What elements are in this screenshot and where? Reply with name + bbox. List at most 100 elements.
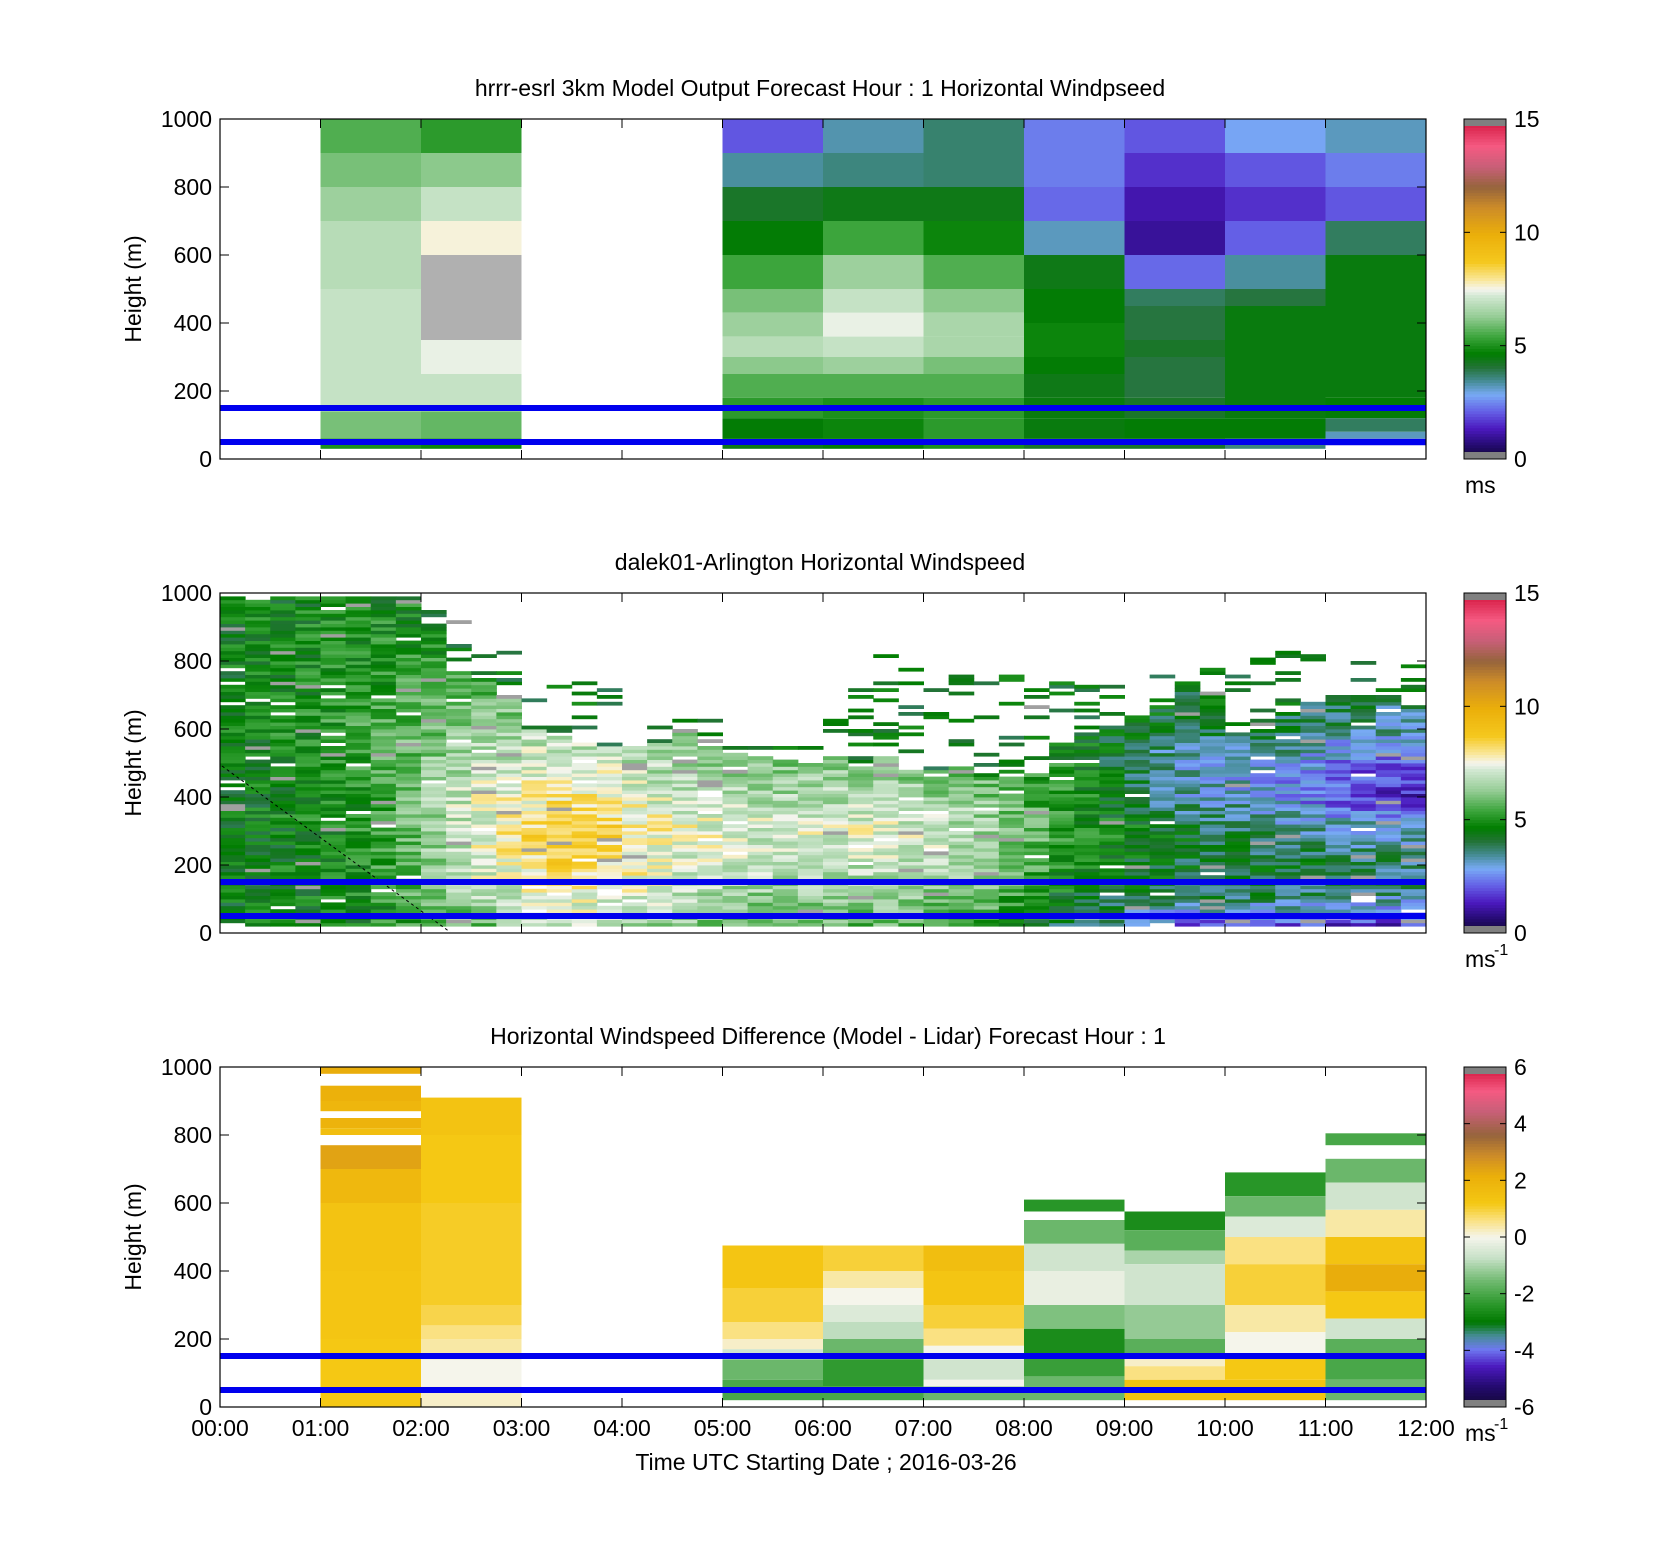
heatmap-cell xyxy=(320,848,347,852)
heatmap-cell xyxy=(320,820,347,825)
heatmap-cell xyxy=(1149,786,1176,791)
heatmap-cell xyxy=(998,854,1025,859)
heatmap-cell xyxy=(873,688,899,692)
heatmap-cell xyxy=(270,647,296,652)
heatmap-cell xyxy=(471,752,497,757)
heatmap-cell xyxy=(848,922,874,927)
heatmap-cell xyxy=(873,654,899,658)
heatmap-cell xyxy=(998,817,1025,822)
heatmap-cell xyxy=(923,1271,1024,1305)
y-tick-label: 0 xyxy=(199,920,212,946)
heatmap-cell xyxy=(1024,790,1050,794)
heatmap-cell xyxy=(1250,766,1276,771)
heatmap-cell xyxy=(1199,875,1226,879)
heatmap-cell xyxy=(1300,875,1326,879)
heatmap-cell xyxy=(998,922,1025,927)
heatmap-cell xyxy=(622,807,648,811)
heatmap-cell xyxy=(345,715,372,720)
heatmap-cell xyxy=(1199,807,1226,811)
heatmap-cell xyxy=(722,885,749,890)
heatmap-cell xyxy=(446,885,472,890)
heatmap-cell xyxy=(1350,868,1377,873)
heatmap-cell xyxy=(1325,742,1352,747)
colorbar-cap xyxy=(1464,119,1506,126)
heatmap-cell xyxy=(370,817,397,822)
heatmap-cell xyxy=(421,718,447,723)
heatmap-cell xyxy=(320,678,347,682)
heatmap-cell xyxy=(898,919,924,924)
heatmap-cell xyxy=(596,695,623,699)
heatmap-cell xyxy=(1149,698,1176,703)
heatmap-cell xyxy=(898,667,924,672)
heatmap-cell xyxy=(421,790,447,794)
heatmap-cell xyxy=(345,797,372,801)
heatmap-cell xyxy=(1024,844,1050,849)
heatmap-cell xyxy=(1149,705,1176,709)
heatmap-cell xyxy=(1024,814,1050,818)
heatmap-cell xyxy=(421,661,447,665)
heatmap-cell xyxy=(1250,800,1276,805)
heatmap-cell xyxy=(672,824,698,828)
colorbar-swatch xyxy=(1464,729,1506,733)
heatmap-cell xyxy=(1400,834,1427,839)
heatmap-cell xyxy=(823,827,849,832)
heatmap-cell xyxy=(496,698,522,703)
heatmap-cell xyxy=(1049,800,1075,805)
heatmap-cell xyxy=(345,654,372,658)
heatmap-cell xyxy=(948,766,975,771)
colorbar-swatch xyxy=(1464,1086,1506,1091)
heatmap-cell xyxy=(973,786,1000,791)
heatmap-cell xyxy=(270,623,296,628)
heatmap-cell xyxy=(421,623,447,628)
heatmap-cell xyxy=(898,776,924,781)
heatmap-cell xyxy=(1024,323,1125,357)
colorbar-swatch xyxy=(1464,890,1506,894)
heatmap-cell xyxy=(395,725,422,730)
heatmap-cell xyxy=(898,800,924,805)
heatmap-cell xyxy=(1074,715,1100,720)
heatmap-cell xyxy=(446,769,472,774)
colorbar-swatch xyxy=(1464,641,1506,645)
heatmap-cell xyxy=(697,909,723,913)
heatmap-cell xyxy=(1174,759,1201,764)
heatmap-cell xyxy=(1350,885,1377,890)
heatmap-cell xyxy=(370,803,397,808)
heatmap-cell xyxy=(622,875,648,879)
heatmap-cell xyxy=(923,797,950,801)
heatmap-cell xyxy=(421,340,522,374)
heatmap-cell xyxy=(647,824,673,828)
heatmap-cell xyxy=(471,854,497,859)
heatmap-cell xyxy=(496,769,522,774)
heatmap-cell xyxy=(998,797,1025,801)
heatmap-cell xyxy=(395,790,422,794)
heatmap-cell xyxy=(898,712,924,716)
heatmap-cell xyxy=(1024,827,1050,832)
heatmap-cell xyxy=(697,824,723,828)
heatmap-cell xyxy=(596,851,623,856)
heatmap-cell xyxy=(571,763,598,767)
heatmap-cell xyxy=(320,824,347,828)
heatmap-cell xyxy=(521,820,548,825)
heatmap-cell xyxy=(1250,854,1276,859)
heatmap-cell xyxy=(747,899,774,903)
colorbar-swatch xyxy=(1464,229,1506,233)
colorbar-swatch xyxy=(1464,1217,1506,1221)
heatmap-cell xyxy=(421,691,447,696)
heatmap-cell xyxy=(546,919,573,924)
heatmap-cell xyxy=(320,610,347,614)
colorbar-swatch xyxy=(1464,410,1506,415)
heatmap-cell xyxy=(797,841,824,845)
heatmap-cell xyxy=(1024,119,1125,153)
heatmap-cell xyxy=(1149,827,1176,832)
colorbar-swatch xyxy=(1464,913,1506,917)
heatmap-cell xyxy=(697,851,723,856)
heatmap-cell xyxy=(245,752,271,757)
heatmap-cell xyxy=(1174,841,1201,845)
heatmap-cell xyxy=(270,868,296,873)
heatmap-cell xyxy=(320,603,347,607)
heatmap-cell xyxy=(1174,922,1201,927)
heatmap-cell xyxy=(923,854,950,859)
heatmap-cell xyxy=(1325,1318,1426,1339)
heatmap-cell xyxy=(1099,814,1125,818)
